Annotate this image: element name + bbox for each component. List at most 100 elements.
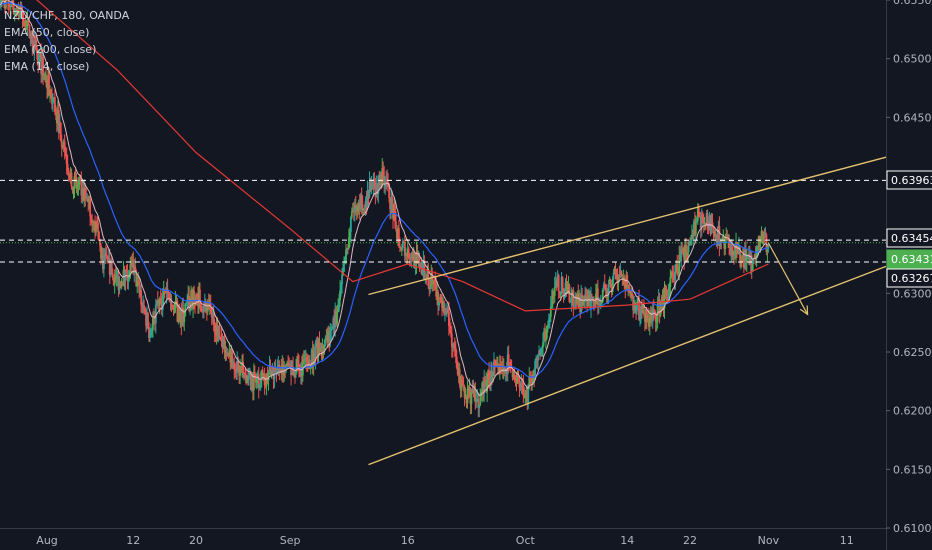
candle-body (65, 156, 68, 165)
candle-body (169, 300, 172, 302)
candle-body (279, 368, 282, 373)
candle-body (362, 208, 365, 211)
candle-body (426, 269, 429, 280)
time-tick-label: 11 (840, 534, 854, 547)
candle-body (327, 331, 330, 343)
candle-body (56, 110, 59, 124)
candle-body (62, 141, 65, 148)
candle-body (24, 22, 27, 29)
projection-arrow-shaft[interactable] (767, 242, 809, 315)
candle-body (726, 237, 729, 240)
candle-body (539, 350, 541, 355)
horizontal-levels-layer[interactable] (0, 179, 886, 263)
candle-body (436, 291, 439, 297)
candle-body (522, 385, 525, 394)
candle-body (389, 197, 391, 210)
candle-body (419, 265, 422, 269)
candle-body (23, 22, 26, 26)
channel-upper-line[interactable] (368, 156, 887, 296)
candle-body (565, 282, 568, 294)
candle-body (615, 273, 618, 275)
candle-body (526, 389, 529, 403)
candle-body (546, 325, 549, 327)
candle-body (639, 313, 641, 320)
candle-body (464, 396, 467, 398)
candle-body (260, 369, 263, 379)
candle-body (530, 378, 533, 383)
price-tag-mid-box (886, 228, 932, 248)
candle-body (222, 337, 225, 348)
candle-body (733, 250, 735, 256)
candle-body (133, 266, 136, 274)
candle-body (399, 247, 402, 249)
candle-body (75, 176, 78, 189)
candle-body (462, 383, 465, 387)
candle-body (435, 286, 438, 297)
candle-body (396, 229, 398, 239)
candle-body (32, 46, 35, 52)
candle-body (171, 307, 174, 309)
candle-body (335, 311, 338, 324)
candle-body (152, 317, 155, 319)
candle-body (4, 0, 6, 9)
candle-body (534, 360, 537, 380)
candle-body (477, 399, 480, 408)
candle-body (417, 255, 420, 258)
candle-body (684, 244, 686, 261)
candle-body (636, 303, 638, 311)
candle-body (232, 362, 235, 368)
candle-body (609, 279, 612, 288)
candle-body (196, 294, 198, 297)
candle-body (599, 303, 602, 305)
candle-body (291, 366, 293, 376)
candle-body (482, 382, 485, 394)
candle-body (690, 239, 692, 245)
candle-body (97, 222, 99, 232)
candle-body (201, 309, 204, 312)
candle-body (727, 239, 730, 241)
candle-body (555, 280, 558, 287)
candle-body (492, 374, 494, 376)
candle-body (188, 295, 191, 311)
candle-body (629, 292, 632, 296)
candle-body (252, 372, 255, 391)
candle-body (36, 49, 39, 60)
candle-body (239, 366, 242, 376)
candle-body (560, 277, 563, 294)
candle-body (416, 251, 419, 258)
candle-body (115, 277, 118, 279)
candle-body (397, 228, 400, 246)
candle-body (324, 338, 327, 346)
candle-body (18, 10, 21, 14)
candle-body (463, 386, 466, 398)
candle-body (282, 364, 285, 375)
candle-body (254, 378, 257, 383)
candle-body (308, 359, 311, 369)
candle-body (450, 333, 453, 347)
candle-body (640, 305, 642, 314)
candle-body (759, 242, 762, 244)
candle-body (583, 300, 586, 302)
candle-body (544, 331, 546, 341)
candle-body (253, 372, 256, 379)
candle-body (182, 308, 185, 323)
candle-body (597, 304, 600, 306)
candle-body (112, 278, 115, 286)
candle-body (675, 263, 678, 265)
candle-body (326, 337, 329, 343)
candle-body (151, 317, 154, 330)
channel-layer[interactable] (368, 156, 887, 466)
candle-body (693, 221, 695, 237)
candle-body (131, 260, 134, 265)
candle-body (750, 255, 753, 272)
candle-body (53, 97, 55, 99)
candle-body (747, 254, 750, 256)
candle-body (674, 264, 677, 281)
candle-body (725, 237, 728, 240)
candle-body (367, 190, 370, 197)
candle-body (78, 178, 81, 185)
candle-body (45, 75, 47, 83)
projection-arrow-head-icon[interactable] (799, 305, 809, 316)
